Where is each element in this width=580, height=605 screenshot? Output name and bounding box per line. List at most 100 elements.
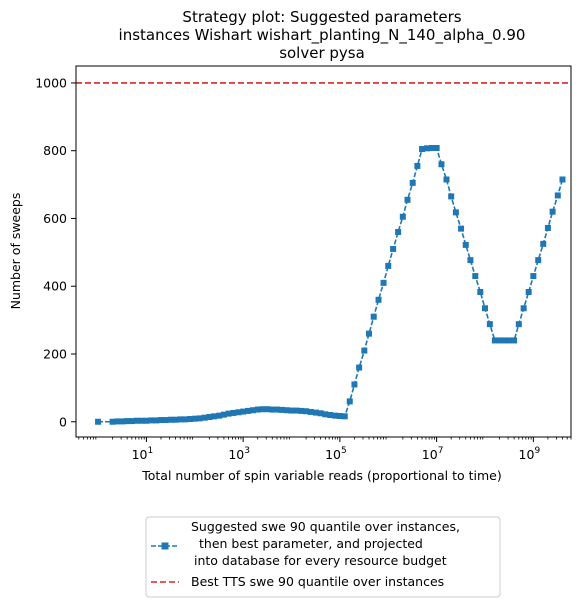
- suggested-series-point-62: [404, 196, 411, 203]
- suggested-series-point-35: [273, 406, 280, 413]
- suggested-series-point-26: [230, 409, 237, 416]
- suggested-series-point-27: [235, 409, 242, 416]
- suggested-series-point-68: [433, 144, 440, 151]
- suggested-series-point-8: [143, 417, 150, 424]
- suggested-series-point-94: [559, 176, 566, 183]
- suggested-series-point-46: [327, 411, 334, 418]
- suggested-series-point-3: [119, 418, 126, 425]
- suggested-series-point-14: [172, 416, 179, 423]
- suggested-series-point-67: [428, 144, 435, 151]
- suggested-series-point-87: [525, 288, 532, 295]
- suggested-series-point-93: [554, 192, 561, 199]
- suggested-series-point-70: [443, 176, 450, 183]
- suggested-series-point-53: [361, 347, 368, 354]
- suggested-series-point-33: [264, 406, 271, 413]
- suggested-series-point-17: [187, 416, 194, 423]
- suggested-series-point-71: [448, 193, 455, 200]
- suggested-series-point-10: [153, 417, 160, 424]
- suggested-series-point-42: [307, 408, 314, 415]
- suggested-series-point-69: [438, 161, 445, 168]
- suggested-series-point-85: [515, 321, 522, 328]
- suggested-series-point-80: [491, 337, 498, 344]
- suggested-series-point-52: [356, 364, 363, 371]
- suggested-series-point-58: [385, 262, 392, 269]
- title-line-2: instances Wishart wishart_planting_N_140…: [119, 26, 526, 45]
- x-tick-label-1: 103: [228, 446, 250, 462]
- plot-frame: [75, 65, 572, 438]
- suggested-series-point-12: [162, 417, 169, 424]
- suggested-series-point-77: [477, 288, 484, 295]
- suggested-series-point-21: [206, 414, 213, 421]
- suggested-series-point-38: [288, 407, 295, 414]
- x-tick-label-3: 107: [422, 446, 444, 462]
- suggested-series-point-16: [182, 416, 189, 423]
- suggested-series-point-66: [423, 145, 430, 152]
- legend-frame: [145, 516, 501, 598]
- legend-swatch-suggested-marker: [161, 542, 169, 550]
- suggested-series-point-83: [506, 337, 513, 344]
- suggested-series-point-89: [535, 257, 542, 264]
- suggested-series-point-92: [549, 208, 556, 215]
- suggested-series-point-55: [370, 313, 377, 320]
- suggested-series-point-57: [380, 279, 387, 286]
- x-tick-label-0: 101: [132, 446, 154, 462]
- suggested-series-point-36: [278, 406, 285, 413]
- suggested-series-point-49: [341, 413, 348, 420]
- suggested-series-point-84: [511, 337, 518, 344]
- suggested-series-point-11: [157, 417, 164, 424]
- title-line-3: solver pysa: [279, 44, 365, 62]
- suggested-series-point-54: [366, 330, 373, 337]
- suggested-series-point-9: [148, 417, 155, 424]
- x-axis-label: Total number of spin variable reads (pro…: [141, 468, 502, 483]
- suggested-series-point-73: [458, 225, 465, 232]
- suggested-series-point-90: [540, 240, 547, 247]
- suggested-series-point-22: [211, 413, 218, 420]
- y-tick-label-1: 200: [43, 346, 67, 361]
- legend-label-best-tts: Best TTS swe 90 quantile over instances: [191, 574, 444, 589]
- suggested-series-point-5: [128, 418, 135, 425]
- suggested-series-point-7: [138, 417, 145, 424]
- suggested-series-point-72: [452, 209, 459, 216]
- suggested-series-point-75: [467, 257, 474, 264]
- suggested-series-point-25: [225, 410, 232, 417]
- suggested-series-point-1: [109, 418, 116, 425]
- suggested-series-point-88: [530, 273, 537, 280]
- title-line-1: Strategy plot: Suggested parameters: [182, 8, 461, 26]
- suggested-series-point-20: [201, 414, 208, 421]
- suggested-series-point-13: [167, 416, 174, 423]
- suggested-series-point-15: [177, 416, 184, 423]
- suggested-series-point-43: [312, 409, 319, 416]
- suggested-series-point-56: [375, 296, 382, 303]
- suggested-series-point-30: [250, 407, 257, 414]
- suggested-series-point-64: [414, 162, 421, 169]
- suggested-series-point-32: [259, 406, 266, 413]
- suggested-series-point-31: [254, 406, 261, 413]
- suggested-series-point-60: [395, 229, 402, 236]
- suggested-series-point-41: [303, 408, 310, 415]
- suggested-series-line: [98, 147, 564, 423]
- suggested-series-point-0: [95, 418, 102, 425]
- legend-label-suggested-line-1: Suggested swe 90 quantile over instances…: [191, 519, 460, 534]
- suggested-series-point-61: [399, 213, 406, 220]
- suggested-series-point-79: [486, 321, 493, 328]
- suggested-series-point-78: [481, 305, 488, 312]
- suggested-series-point-39: [293, 407, 300, 414]
- suggested-series-point-76: [472, 273, 479, 280]
- suggested-series-point-48: [336, 412, 343, 419]
- suggested-series-point-74: [462, 241, 469, 248]
- legend-label-suggested-line-2: then best parameter, and projected: [199, 536, 423, 551]
- suggested-series-point-37: [283, 407, 290, 414]
- suggested-series-point-45: [322, 411, 329, 418]
- suggested-series-point-28: [240, 408, 247, 415]
- suggested-series-point-19: [196, 415, 203, 422]
- suggested-series-point-91: [544, 224, 551, 231]
- suggested-series-point-24: [220, 411, 227, 418]
- y-axis-label: Number of sweeps: [8, 193, 23, 310]
- y-tick-label-3: 600: [43, 211, 67, 226]
- suggested-series-point-4: [124, 418, 131, 425]
- suggested-series-point-40: [298, 407, 305, 414]
- y-tick-label-2: 400: [43, 279, 67, 294]
- suggested-series-point-50: [346, 398, 353, 405]
- suggested-series-point-86: [520, 305, 527, 312]
